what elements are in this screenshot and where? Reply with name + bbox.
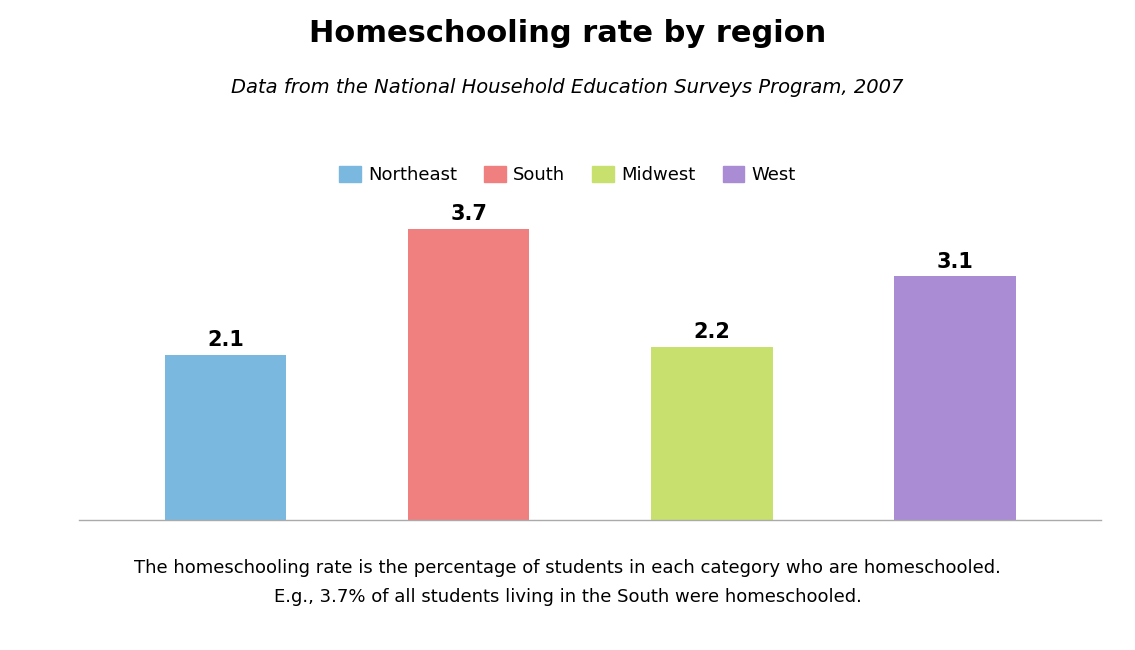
Text: Data from the National Household Education Surveys Program, 2007: Data from the National Household Educati… — [232, 78, 903, 97]
Text: 2.1: 2.1 — [207, 330, 244, 350]
Text: The homeschooling rate is the percentage of students in each category who are ho: The homeschooling rate is the percentage… — [134, 559, 1001, 606]
Text: Homeschooling rate by region: Homeschooling rate by region — [309, 20, 826, 49]
Text: 3.7: 3.7 — [451, 205, 487, 224]
Legend: Northeast, South, Midwest, West: Northeast, South, Midwest, West — [333, 159, 802, 191]
Text: 3.1: 3.1 — [936, 252, 974, 272]
Bar — [894, 276, 1016, 520]
Text: 2.2: 2.2 — [693, 322, 730, 343]
Bar — [651, 347, 773, 520]
Bar — [407, 229, 529, 520]
Bar — [165, 355, 286, 520]
